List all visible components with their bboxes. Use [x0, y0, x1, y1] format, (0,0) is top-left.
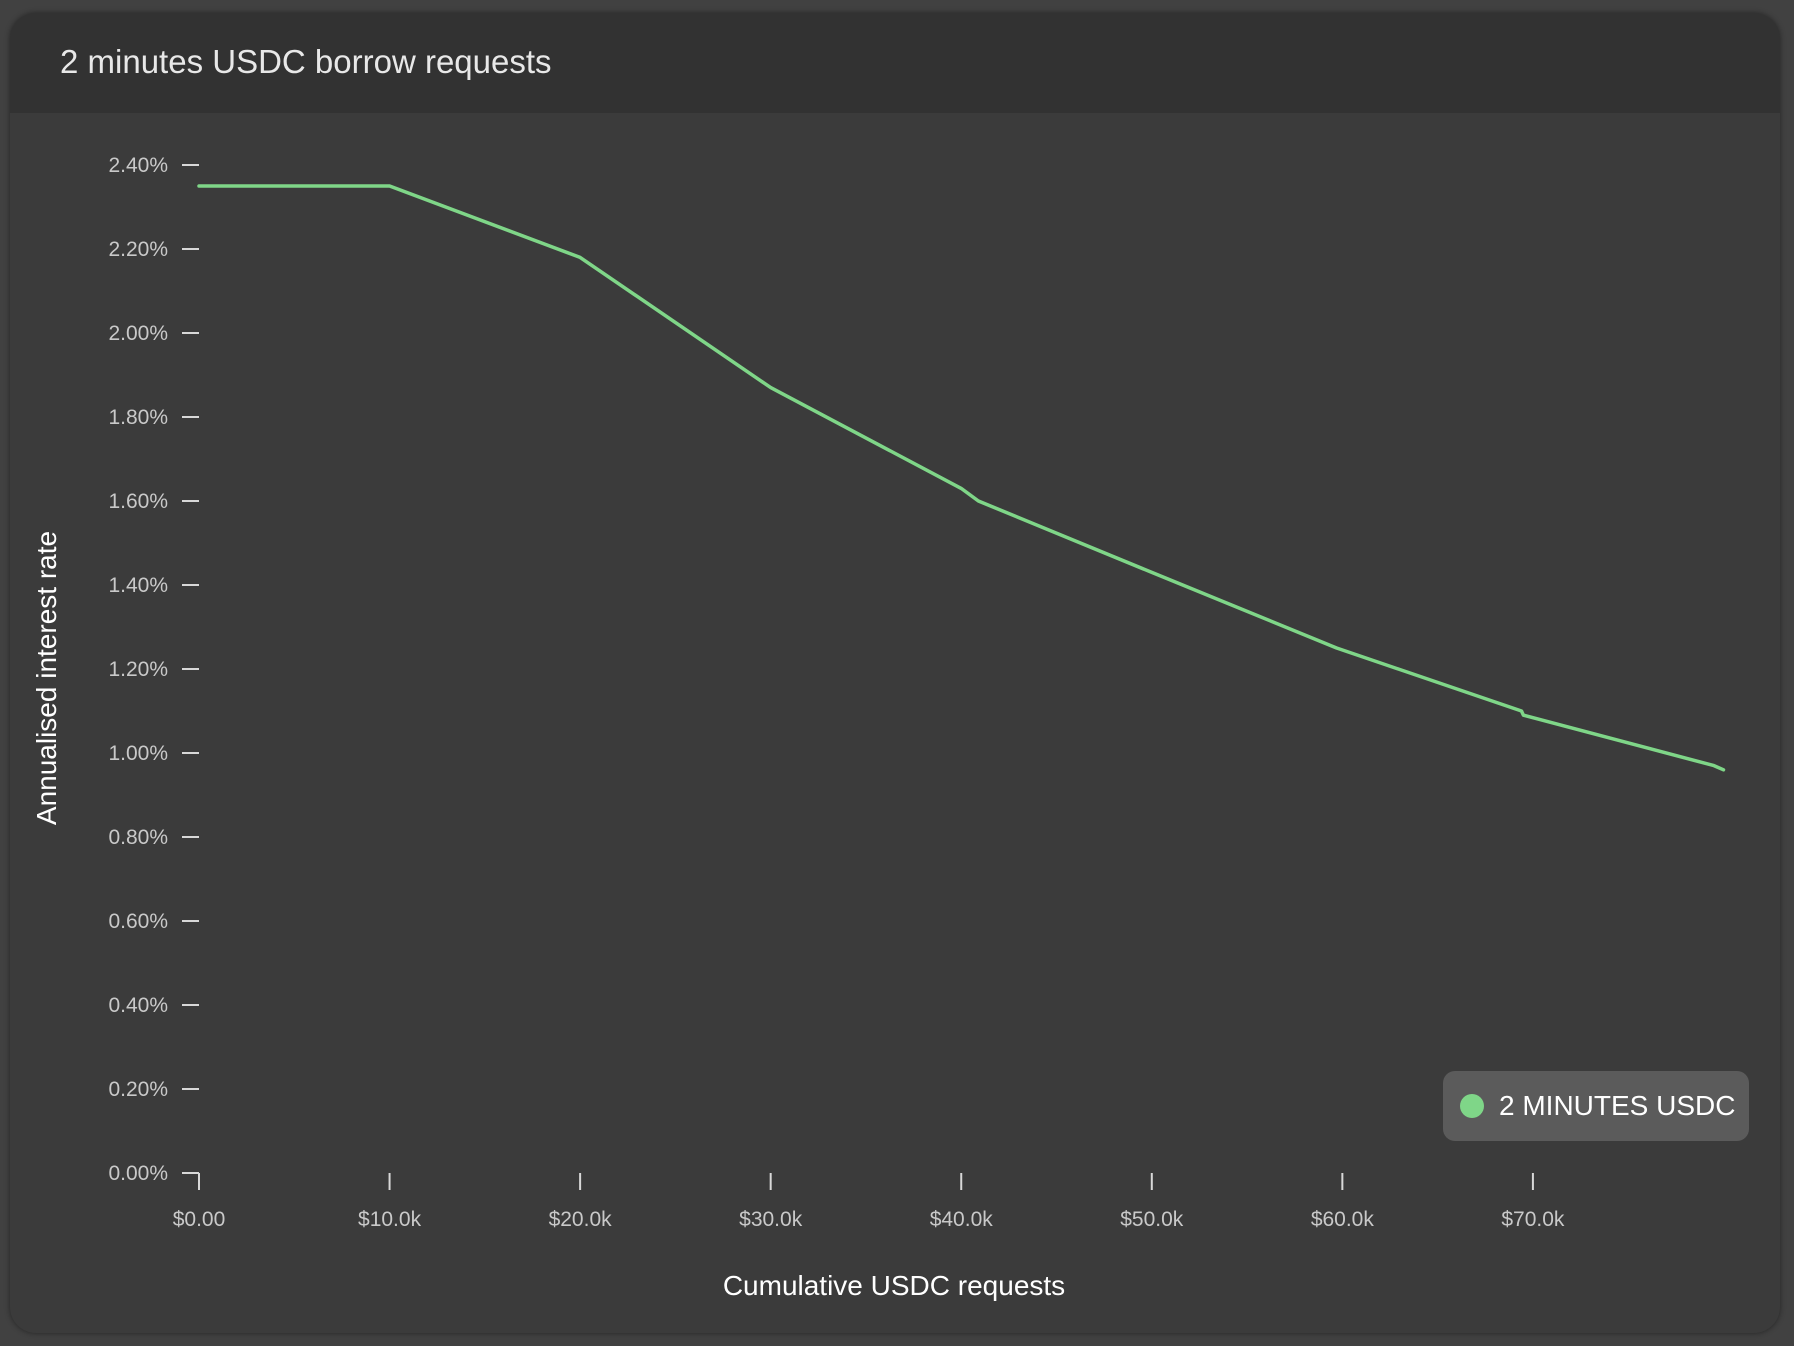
x-axis: $0.00 $10.0k $20.0k $30.0k $40.0k $50.0k $60.0…: [173, 1173, 1565, 1231]
line-chart: 0.00% 0.20% 0.40% 0.60% 0.80% 1.00% 1.20% 1.40%…: [31, 154, 1726, 1301]
y-tick-label: 1.00%: [108, 742, 168, 765]
y-tick-label: 0.60%: [108, 910, 168, 933]
series-line: [197, 184, 1726, 772]
card-header: 2 minutes USDC borrow requests: [10, 13, 1780, 113]
x-tick-label: $60.0k: [1311, 1208, 1375, 1231]
y-axis: 0.00% 0.20% 0.40% 0.60% 0.80% 1.00% 1.20% 1.40%…: [108, 154, 199, 1185]
y-tick-label: 0.40%: [108, 994, 168, 1017]
y-tick-label: 1.40%: [108, 574, 168, 597]
chart-title: 2 minutes USDC borrow requests: [60, 43, 552, 80]
legend[interactable]: 2 MINUTES USDC: [1443, 1071, 1749, 1141]
y-tick-label: 1.60%: [108, 490, 168, 513]
legend-series-label: 2 MINUTES USDC: [1499, 1090, 1736, 1121]
x-axis-title: Cumulative USDC requests: [723, 1270, 1065, 1301]
y-tick-label: 0.20%: [108, 1078, 168, 1101]
y-tick-label: 2.00%: [108, 322, 168, 345]
x-tick-label: $30.0k: [739, 1208, 803, 1231]
x-tick-label: $40.0k: [930, 1208, 994, 1231]
y-tick-label: 1.20%: [108, 658, 168, 681]
y-tick-label: 0.80%: [108, 826, 168, 849]
y-tick-label: 1.80%: [108, 406, 168, 429]
x-tick-label: $50.0k: [1120, 1208, 1184, 1231]
y-tick-label: 2.40%: [108, 154, 168, 177]
legend-series-marker: [1460, 1094, 1484, 1118]
x-tick-label: $10.0k: [358, 1208, 422, 1231]
x-tick-label: $20.0k: [549, 1208, 613, 1231]
chart-card: 2 minutes USDC borrow requests 0.00% 0.20…: [10, 13, 1780, 1333]
x-tick-label: $0.00: [173, 1208, 226, 1231]
y-axis-title: Annualised interest rate: [31, 531, 62, 825]
y-tick-label: 0.00%: [108, 1162, 168, 1185]
y-tick-label: 2.20%: [108, 238, 168, 261]
x-tick-label: $70.0k: [1501, 1208, 1565, 1231]
series-layer: [197, 184, 1726, 772]
